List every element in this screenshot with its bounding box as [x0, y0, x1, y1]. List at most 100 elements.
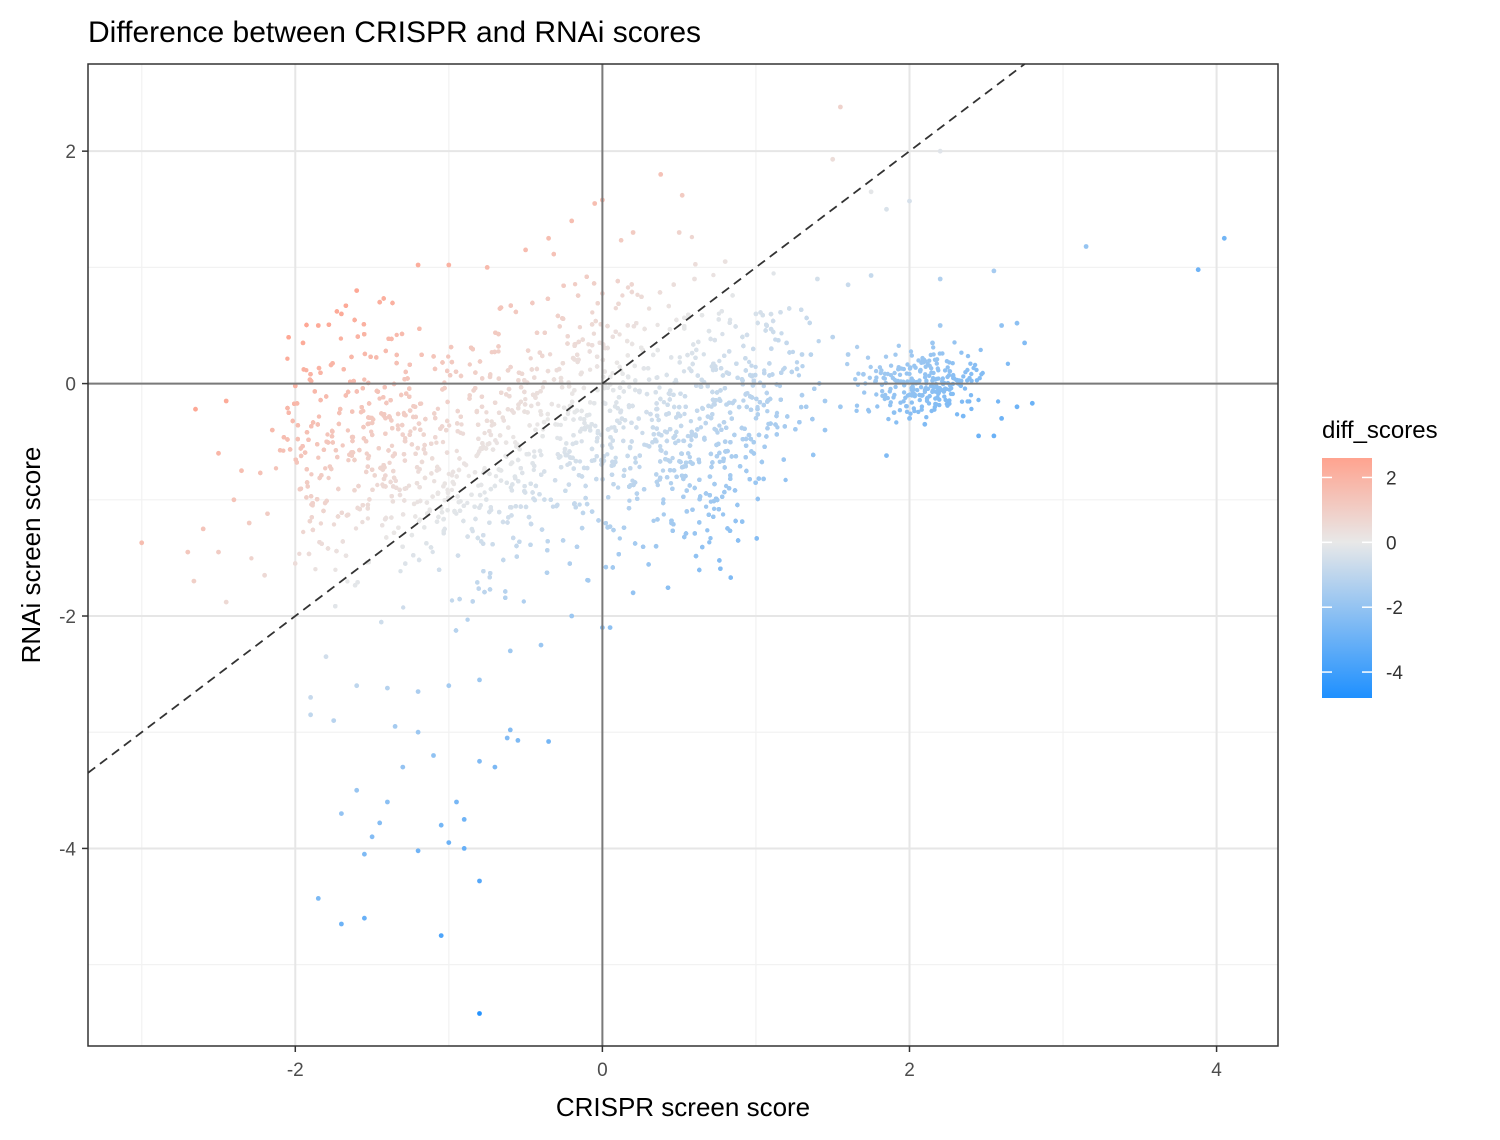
point [665, 585, 671, 590]
point [740, 334, 745, 340]
point [535, 422, 540, 427]
point [551, 251, 556, 257]
point [457, 456, 462, 461]
point [726, 486, 732, 491]
point [422, 442, 427, 448]
point [804, 404, 809, 409]
point [654, 479, 660, 485]
point [564, 441, 569, 446]
point [447, 423, 452, 428]
point [613, 455, 618, 460]
point [573, 458, 579, 464]
point [771, 271, 776, 276]
point [302, 450, 308, 455]
point [542, 497, 547, 502]
point [343, 303, 349, 308]
point [542, 330, 547, 335]
point [667, 468, 673, 473]
point [796, 373, 802, 378]
point [301, 367, 306, 372]
point [362, 332, 367, 337]
point [516, 479, 521, 484]
point [727, 349, 732, 354]
point [674, 415, 679, 420]
point [710, 389, 715, 395]
point [428, 545, 434, 550]
point [695, 427, 700, 432]
point [588, 400, 593, 405]
point [325, 546, 331, 551]
point [621, 425, 626, 430]
point [667, 397, 672, 402]
point [716, 311, 722, 316]
point [606, 495, 611, 500]
point [613, 428, 618, 433]
point [629, 341, 635, 347]
point [395, 423, 400, 428]
point [504, 480, 509, 485]
point [496, 344, 501, 349]
point [472, 470, 478, 475]
point [307, 519, 313, 524]
point [622, 467, 627, 473]
point [352, 457, 357, 463]
point [377, 396, 382, 401]
point [387, 415, 392, 420]
point [800, 364, 805, 369]
point [467, 396, 472, 401]
point [595, 301, 600, 306]
point [445, 418, 450, 424]
point [642, 442, 647, 447]
point [484, 410, 489, 415]
point [448, 344, 454, 350]
point [281, 448, 286, 453]
point [593, 318, 598, 324]
point [534, 330, 540, 335]
point [610, 371, 615, 376]
point [364, 469, 369, 475]
point [537, 492, 542, 497]
point [763, 328, 768, 333]
point [701, 352, 706, 357]
point [692, 485, 697, 491]
point [329, 434, 335, 439]
point [710, 460, 715, 465]
point [550, 504, 556, 509]
point [330, 429, 335, 434]
point [778, 310, 783, 315]
point [304, 495, 309, 500]
point [522, 402, 528, 407]
point [616, 395, 622, 400]
point [386, 336, 391, 341]
point [590, 310, 595, 315]
point [683, 460, 689, 465]
point [534, 391, 540, 396]
point [650, 425, 656, 430]
point [387, 460, 392, 465]
point [633, 378, 638, 383]
point [644, 391, 650, 397]
point [625, 353, 630, 358]
point [386, 448, 391, 453]
point [639, 294, 644, 299]
point [455, 429, 460, 434]
point [723, 449, 728, 454]
point [350, 434, 356, 440]
point [513, 309, 519, 315]
point [558, 422, 563, 428]
point [383, 473, 388, 478]
point [586, 342, 591, 347]
point [558, 436, 563, 441]
point [504, 392, 509, 397]
point [465, 617, 470, 622]
point [444, 450, 450, 455]
point [586, 578, 591, 583]
point [776, 338, 781, 343]
point [390, 499, 396, 504]
point [442, 498, 447, 503]
point [507, 394, 512, 399]
point [454, 448, 459, 454]
point [372, 473, 377, 478]
point [690, 507, 695, 512]
point [722, 489, 727, 495]
